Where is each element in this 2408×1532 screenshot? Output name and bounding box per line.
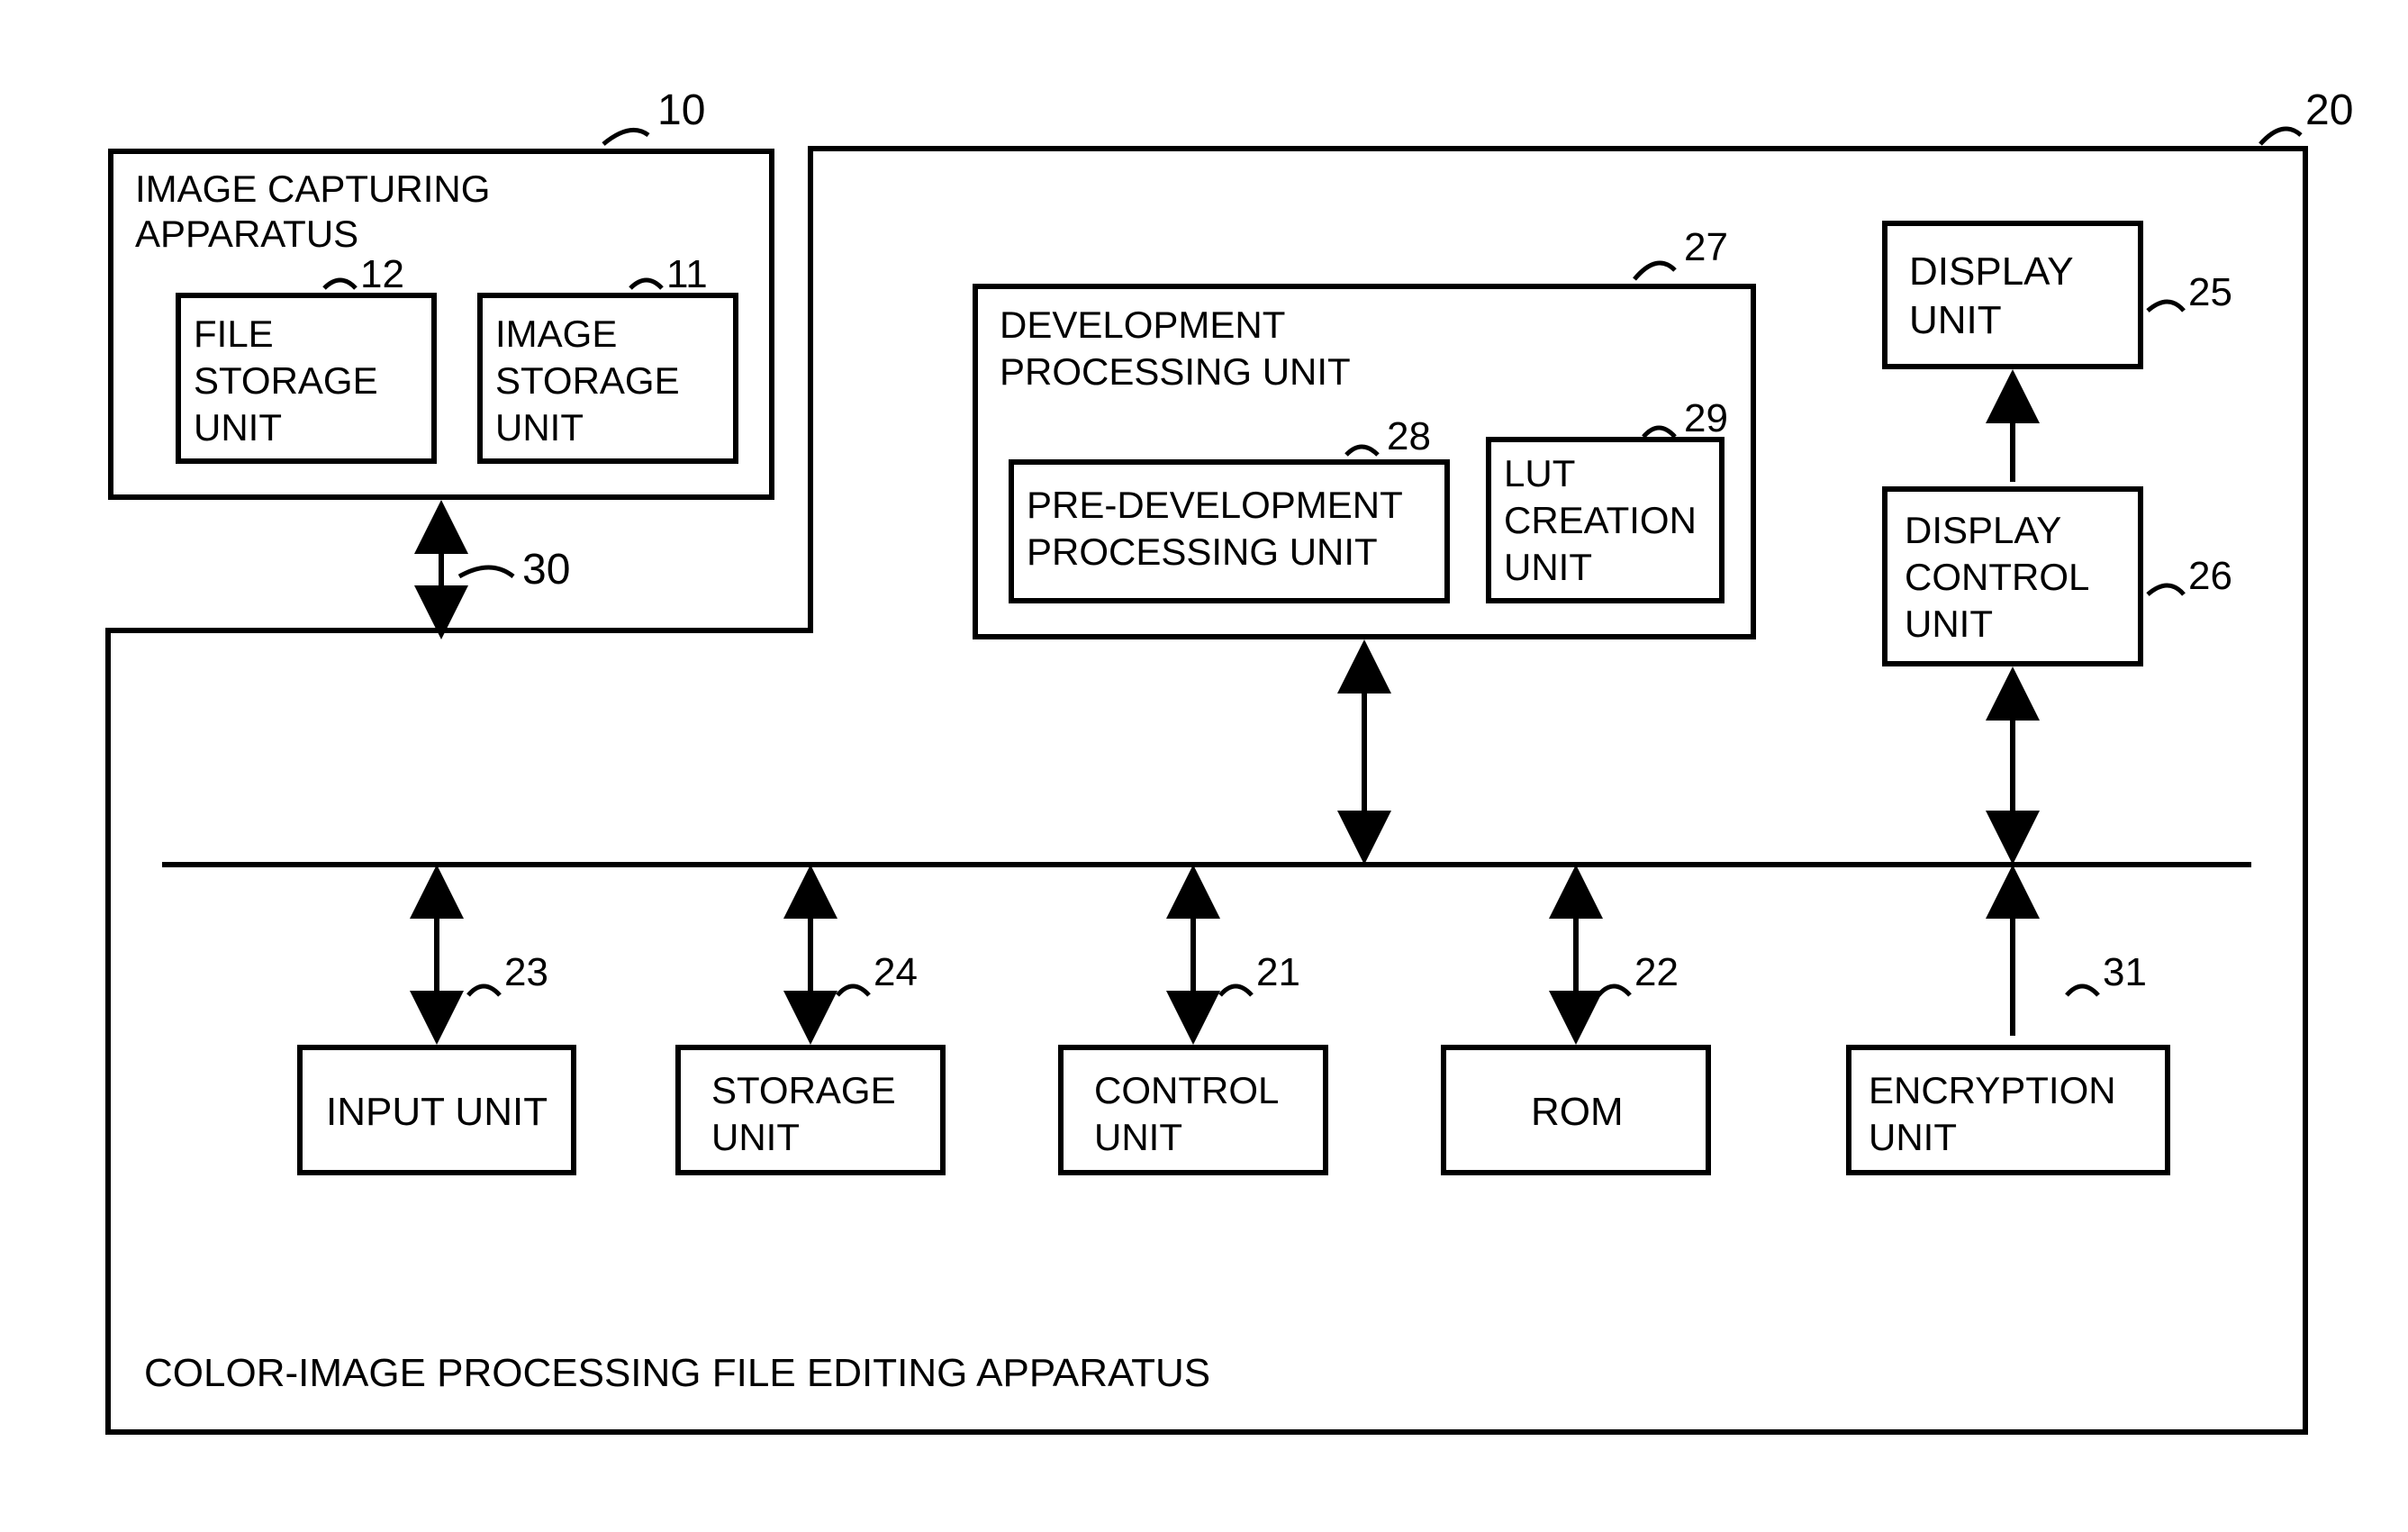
input-unit-num: 23 <box>504 950 548 995</box>
control-unit-num: 21 <box>1256 950 1300 995</box>
display-control-num: 26 <box>2188 554 2232 599</box>
pre-dev-label: PRE-DEVELOPMENT PROCESSING UNIT <box>1027 482 1403 576</box>
storage-unit-label: STORAGE UNIT <box>711 1067 896 1161</box>
encryption-label: ENCRYPTION UNIT <box>1869 1067 2116 1161</box>
dev-processing-num: 27 <box>1684 225 1728 270</box>
image-storage-num: 11 <box>666 252 708 297</box>
pre-dev-num: 28 <box>1387 414 1431 459</box>
editing-title: COLOR-IMAGE PROCESSING FILE EDITING APPA… <box>144 1351 1210 1396</box>
rom-label: ROM <box>1531 1090 1624 1135</box>
ica-num: 10 <box>657 86 705 135</box>
encryption-num: 31 <box>2103 950 2147 995</box>
lut-label: LUT CREATION UNIT <box>1504 450 1697 591</box>
display-control-label: DISPLAY CONTROL UNIT <box>1905 507 2089 648</box>
connector-30: 30 <box>522 545 570 594</box>
ica-title: IMAGE CAPTURING APPARATUS <box>135 167 490 257</box>
display-unit-label: DISPLAY UNIT <box>1909 248 2074 345</box>
control-unit-label: CONTROL UNIT <box>1094 1067 1279 1161</box>
dev-processing-title: DEVELOPMENT PROCESSING UNIT <box>1000 302 1351 395</box>
rom-num: 22 <box>1634 950 1679 995</box>
file-storage-label: FILE STORAGE UNIT <box>194 311 378 451</box>
storage-unit-num: 24 <box>874 950 918 995</box>
editing-num: 20 <box>2305 86 2353 135</box>
input-unit-label: INPUT UNIT <box>326 1090 548 1135</box>
file-storage-num: 12 <box>360 252 404 297</box>
image-storage-label: IMAGE STORAGE UNIT <box>495 311 680 451</box>
lut-num: 29 <box>1684 396 1728 441</box>
display-unit-num: 25 <box>2188 270 2232 315</box>
